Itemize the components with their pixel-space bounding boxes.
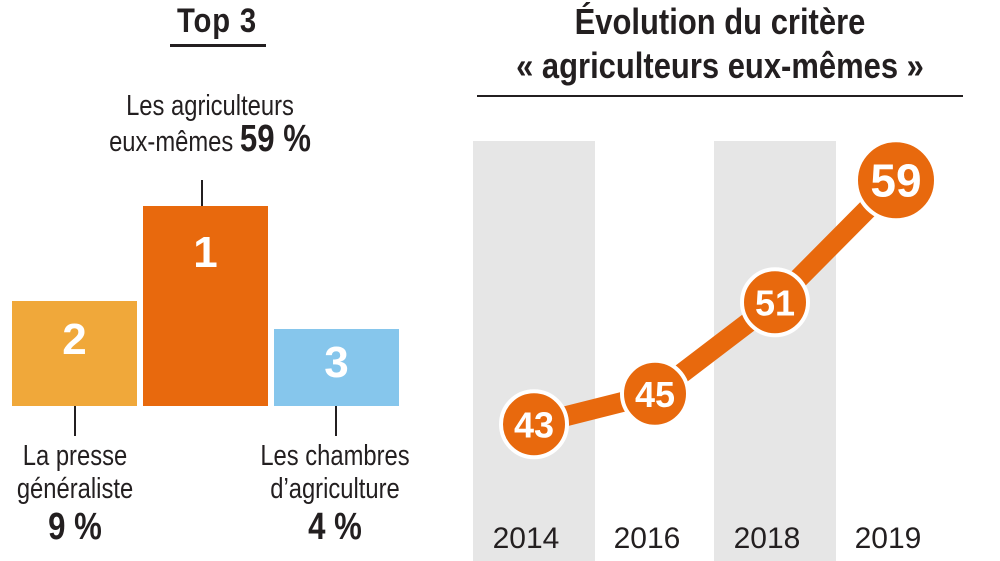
top3-title-underline [170, 44, 266, 47]
podium-3-percent: 4 % [308, 506, 362, 548]
podium-2-leader-line [74, 406, 76, 436]
x-tick-label: 2016 [614, 522, 681, 555]
data-point-2019: 59 [854, 138, 938, 223]
evolution-title-line1: Évolution du critère [574, 1, 866, 42]
podium-1-label: Les agriculteurs eux-mêmes 59 % [87, 90, 333, 159]
data-label: 59 [870, 154, 921, 206]
podium-2-label: La presse généraliste 9 % [0, 440, 186, 549]
podium-2-label-line2: généraliste [16, 473, 134, 505]
data-label: 45 [635, 374, 675, 415]
year-band-2018 [714, 141, 836, 561]
top3-title: Top 3 [176, 2, 258, 40]
podium-1-leader-line [201, 180, 203, 206]
data-point-2016: 45 [620, 358, 690, 429]
podium-3-label-line1: Les chambres [260, 440, 410, 472]
evolution-title-line2: « agriculteurs eux-mêmes » [516, 45, 924, 86]
podium-2-percent: 9 % [48, 506, 102, 548]
x-tick-label: 2014 [493, 522, 560, 555]
x-tick-label: 2018 [734, 522, 801, 555]
data-point-marker [620, 358, 690, 429]
podium-1-label-line1: Les agriculteurs [126, 90, 294, 122]
data-point-marker [854, 138, 938, 223]
podium-rank-3: 3 [324, 338, 349, 387]
x-tick-label: 2019 [855, 522, 922, 555]
podium-rank-2: 2 [62, 315, 87, 364]
series-line [524, 170, 906, 435]
data-point-marker [740, 267, 810, 338]
data-point-2018: 51 [740, 267, 810, 338]
data-label: 43 [514, 404, 554, 445]
evolution-title-underline [477, 95, 963, 97]
year-band-2014 [473, 141, 595, 561]
data-label: 51 [755, 282, 795, 323]
podium-3-label: Les chambres d’agriculture 4 % [224, 440, 445, 549]
data-point-marker [499, 389, 569, 460]
podium-3-leader-line [335, 406, 337, 436]
podium-2-label-line1: La presse [22, 440, 128, 472]
podium-1-percent: 59 % [239, 118, 311, 160]
evolution-title: Évolution du critère « agriculteurs eux-… [488, 0, 952, 88]
podium-bar-2: 2 [12, 301, 137, 406]
podium-3-label-line2: d’agriculture [270, 473, 400, 505]
data-point-2014: 43 [499, 389, 569, 460]
podium-bar-3: 3 [274, 329, 399, 406]
podium-1-label-line2: eux-mêmes [109, 126, 234, 158]
podium-rank-1: 1 [193, 228, 218, 277]
podium-bar-1: 1 [143, 206, 268, 406]
